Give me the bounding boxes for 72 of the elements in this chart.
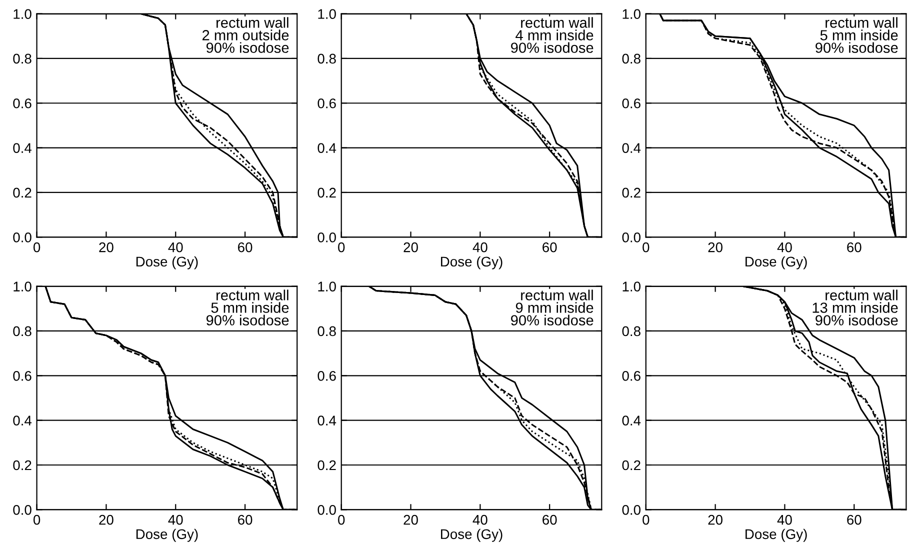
- x-axis-title: Dose (Gy): [441, 528, 502, 542]
- y-tick-label: 1.0: [318, 282, 336, 292]
- y-tick-label: 0.0: [318, 232, 336, 242]
- x-tick-label: 20: [404, 514, 418, 525]
- x-axis-title: Dose (Gy): [746, 256, 807, 270]
- x-tick-label: 60: [238, 242, 252, 252]
- y-tick-label: 0.0: [622, 232, 640, 242]
- y-tick-label: 0.4: [622, 143, 641, 153]
- y-tick-label: 0.4: [622, 416, 641, 426]
- y-tick-label: 0.4: [13, 143, 32, 153]
- y-tick-label: 0.4: [318, 143, 336, 153]
- x-tick-label: 20: [404, 242, 418, 252]
- y-tick-label: 0.4: [318, 416, 336, 426]
- y-tick-label: 0.6: [622, 370, 640, 381]
- y-tick-label: 1.0: [622, 282, 640, 292]
- annotation: rectum wall 5 mm inside 90% isodose: [206, 290, 289, 326]
- x-tick-label: 0: [33, 514, 40, 525]
- x-axis-title: Dose (Gy): [136, 528, 198, 542]
- y-tick-label: 1.0: [14, 282, 32, 292]
- annotation: rectum wall 9 mm inside 90% isodose: [511, 290, 594, 326]
- x-tick-label: 60: [542, 242, 557, 252]
- x-axis-title: Dose (Gy): [136, 256, 198, 270]
- y-tick-label: 0.0: [318, 505, 336, 515]
- y-tick-label: 0.0: [13, 505, 32, 515]
- x-tick-label: 20: [708, 242, 722, 252]
- y-tick-label: 0.2: [318, 188, 336, 198]
- x-axis-title: Dose (Gy): [746, 528, 807, 542]
- y-tick-label: 1.0: [14, 9, 32, 19]
- annotation: rectum wall 4 mm inside 90% isodose: [511, 17, 594, 53]
- x-axis-title: Dose (Gy): [441, 256, 502, 270]
- x-tick-label: 60: [847, 242, 862, 252]
- x-tick-label: 60: [847, 514, 862, 525]
- x-tick-label: 0: [642, 242, 650, 252]
- y-tick-label: 0.2: [622, 460, 640, 470]
- x-tick-label: 40: [168, 242, 183, 252]
- x-tick-label: 20: [708, 514, 722, 525]
- x-tick-label: 40: [472, 242, 488, 252]
- y-tick-label: 0.8: [13, 326, 32, 336]
- x-tick-label: 20: [99, 514, 114, 525]
- y-tick-label: 0.8: [13, 54, 32, 64]
- y-tick-label: 1.0: [622, 9, 640, 19]
- x-tick-label: 20: [99, 242, 114, 252]
- y-tick-label: 0.2: [318, 460, 336, 470]
- x-tick-label: 40: [472, 514, 488, 525]
- annotation: rectum wall 5 mm inside 90% isodose: [816, 17, 898, 53]
- x-tick-label: 0: [338, 514, 345, 525]
- y-tick-label: 0.4: [13, 416, 32, 426]
- x-tick-label: 60: [542, 514, 557, 525]
- x-tick-label: 0: [33, 242, 40, 252]
- y-tick-label: 0.2: [13, 188, 32, 198]
- y-tick-label: 0.8: [622, 326, 640, 336]
- annotation: rectum wall 2 mm outside 90% isodose: [202, 17, 289, 53]
- y-tick-label: 1.0: [318, 9, 336, 19]
- y-tick-label: 0.0: [13, 232, 32, 242]
- y-tick-label: 0.6: [13, 98, 32, 108]
- y-tick-label: 0.8: [318, 326, 336, 336]
- y-tick-label: 0.8: [622, 54, 640, 64]
- y-tick-label: 0.0: [622, 505, 640, 515]
- x-tick-label: 40: [168, 514, 183, 525]
- y-tick-label: 0.2: [13, 460, 32, 470]
- y-tick-label: 0.6: [318, 98, 336, 108]
- x-tick-label: 0: [642, 514, 650, 525]
- y-tick-label: 0.2: [622, 188, 640, 198]
- x-tick-label: 60: [238, 514, 252, 525]
- y-tick-label: 0.8: [318, 54, 336, 64]
- x-tick-label: 40: [777, 514, 792, 525]
- annotation: rectum wall 13 mm inside 90% isodose: [812, 290, 898, 326]
- y-tick-label: 0.6: [13, 370, 32, 381]
- y-tick-label: 0.6: [622, 98, 640, 108]
- x-tick-label: 40: [777, 242, 792, 252]
- x-tick-label: 0: [338, 242, 345, 252]
- y-tick-label: 0.6: [318, 370, 336, 381]
